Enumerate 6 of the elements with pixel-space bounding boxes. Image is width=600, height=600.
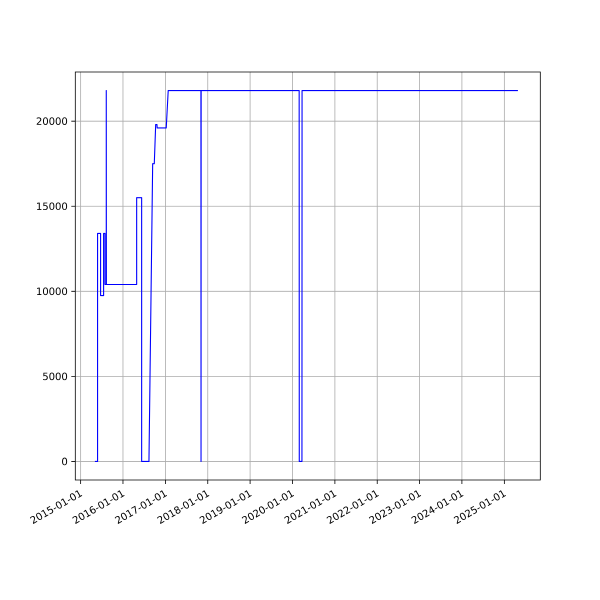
y-tick-label: 0 <box>62 458 68 466</box>
y-tick-label: 15000 <box>37 202 68 210</box>
y-tick-label: 10000 <box>37 288 68 296</box>
y-tick-label: 5000 <box>43 372 68 380</box>
y-tick-label: 20000 <box>36 117 68 125</box>
line-series <box>94 90 518 462</box>
